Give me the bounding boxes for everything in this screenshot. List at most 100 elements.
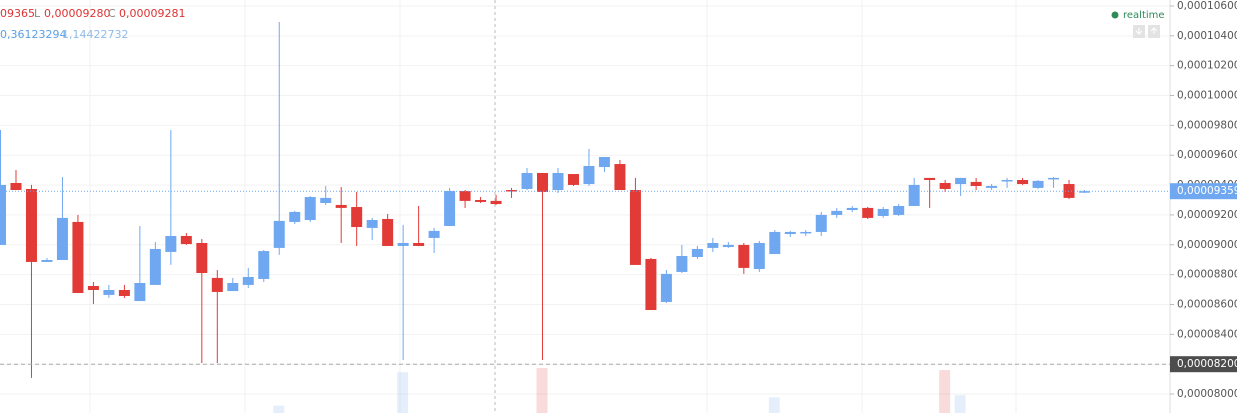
candle-body — [273, 220, 285, 248]
candle-body — [955, 177, 967, 185]
candles — [0, 21, 1091, 378]
candle-body — [567, 174, 579, 185]
candle-body — [335, 204, 347, 208]
candle-body — [893, 205, 905, 215]
candle-body — [165, 235, 177, 252]
candle-body — [583, 165, 595, 185]
candle-body — [428, 230, 440, 238]
candle-body — [444, 191, 456, 226]
candle-body — [815, 214, 827, 232]
candle-body — [180, 235, 192, 245]
y-tick-label: 0,00009200 — [1177, 209, 1237, 221]
y-tick-label: 0,00008000 — [1177, 388, 1237, 400]
candle-body — [722, 244, 734, 248]
candle-body — [397, 242, 409, 246]
candle-body — [459, 191, 471, 201]
crosshair-price-tag — [1170, 356, 1237, 373]
y-tick-label: 0,00009000 — [1177, 239, 1237, 251]
header-low: 0,00009280 — [44, 7, 110, 20]
candle-body — [289, 211, 301, 222]
candle-body — [862, 207, 874, 218]
status-label: realtime — [1123, 10, 1165, 21]
candle-body — [366, 220, 378, 228]
y-tick-label: 0,00010000 — [1177, 90, 1237, 102]
y-tick-label: 0,00009800 — [1177, 119, 1237, 131]
volume-bar — [536, 368, 548, 413]
candle-body — [784, 231, 796, 235]
volume-bar — [273, 405, 285, 413]
candle-body — [351, 207, 363, 228]
candle-body — [134, 282, 146, 302]
candle-body — [118, 290, 130, 296]
candle-body — [41, 260, 53, 262]
y-tick-label: 0,00010600 — [1177, 0, 1237, 12]
candle-body — [10, 182, 22, 191]
header-open: 09365 — [0, 7, 35, 20]
candle-body — [970, 181, 982, 186]
candle-body — [846, 207, 858, 211]
candle-body — [1063, 184, 1075, 198]
button-icon — [1150, 27, 1158, 34]
candle-body — [552, 172, 564, 191]
candle-body — [242, 277, 254, 285]
candle-body — [738, 244, 750, 268]
candle-body — [924, 177, 936, 181]
candle-body — [103, 290, 115, 295]
grid — [0, 5, 1170, 395]
candle-body — [227, 282, 239, 292]
volume-layer — [273, 368, 966, 413]
candle-body — [537, 172, 549, 192]
candle-body — [877, 208, 889, 216]
y-tick-label: 0,00008400 — [1177, 328, 1237, 340]
candle-body — [25, 188, 37, 262]
candle-body — [598, 157, 610, 168]
candle-body — [986, 185, 998, 188]
candle-body — [413, 242, 425, 246]
volume-bar — [939, 370, 951, 413]
candle-body — [1079, 191, 1091, 193]
price-axis: 0,00008000 0,00008200 0,00008400 0,00008600… — [1170, 0, 1237, 400]
candle-body — [87, 285, 99, 291]
candle-body — [753, 242, 765, 269]
candle-body — [645, 258, 657, 311]
candle-body — [614, 164, 626, 191]
candle-body — [382, 218, 394, 246]
status-dot — [1111, 11, 1119, 19]
candle-body — [320, 197, 332, 203]
indicator-value: 1,14422732 — [62, 28, 128, 41]
candle-body — [676, 255, 688, 272]
candle-body — [939, 182, 951, 189]
vertical-grid — [89, 0, 1017, 413]
indicator-value: 0,36123294 — [0, 28, 66, 41]
y-tick-label: 0,00010400 — [1177, 30, 1237, 42]
candle-body — [691, 248, 703, 258]
candle-body — [1032, 180, 1044, 188]
last-price-label: 0,00009359 — [1177, 185, 1237, 197]
ohlc-header: 09365 L 0,00009280 C 0,00009281 0,361232… — [0, 7, 185, 41]
candle-body — [831, 210, 843, 215]
y-tick-label: 0,00010200 — [1177, 60, 1237, 72]
volume-bar — [768, 397, 780, 413]
header-low-label: L — [34, 7, 41, 20]
volume-bar — [954, 395, 966, 413]
candle-body — [908, 184, 920, 206]
candle-body — [490, 200, 502, 205]
header-close: 0,00009281 — [119, 7, 185, 20]
candle-body — [475, 200, 487, 202]
candle-body — [1017, 180, 1029, 185]
button-icon — [1135, 28, 1143, 35]
candle-body — [769, 231, 781, 255]
candle-body — [304, 197, 316, 221]
price-tags: 0,00009359 0,00008200 — [0, 183, 1237, 373]
candle-body — [506, 190, 518, 192]
candle-body — [0, 184, 6, 245]
y-tick-label: 0,00008800 — [1177, 269, 1237, 281]
candle-body — [258, 251, 270, 279]
y-tick-label: 0,00008600 — [1177, 298, 1237, 310]
candle-body — [149, 248, 161, 285]
candle-body — [56, 217, 68, 261]
y-tick-label: 0,00009600 — [1177, 149, 1237, 161]
candle-body — [196, 242, 208, 273]
candle-body — [521, 172, 533, 189]
